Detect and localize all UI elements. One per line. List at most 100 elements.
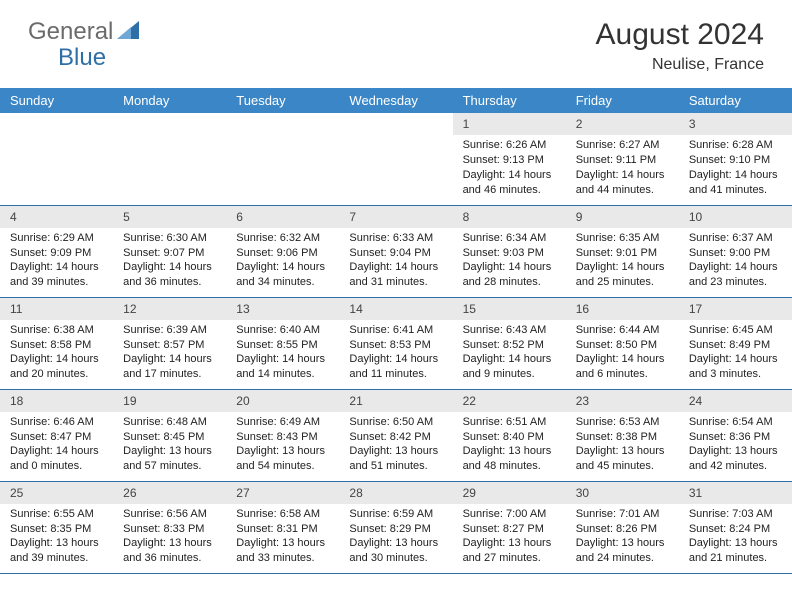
day-details: Sunrise: 6:58 AMSunset: 8:31 PMDaylight:…: [226, 504, 339, 570]
sunset-text: Sunset: 8:52 PM: [463, 338, 556, 353]
calendar-header-row: Sunday Monday Tuesday Wednesday Thursday…: [0, 88, 792, 113]
sunrise-text: Sunrise: 6:53 AM: [576, 415, 669, 430]
calendar-day-cell: 15Sunrise: 6:43 AMSunset: 8:52 PMDayligh…: [453, 297, 566, 389]
day-number: 18: [0, 390, 113, 412]
day-details: Sunrise: 6:38 AMSunset: 8:58 PMDaylight:…: [0, 320, 113, 386]
sunset-text: Sunset: 8:50 PM: [576, 338, 669, 353]
weekday-header: Saturday: [679, 88, 792, 113]
sunrise-text: Sunrise: 7:03 AM: [689, 507, 782, 522]
calendar-day-cell: 27Sunrise: 6:58 AMSunset: 8:31 PMDayligh…: [226, 481, 339, 573]
day-number: 5: [113, 206, 226, 228]
daylight-text: Daylight: 13 hours and 36 minutes.: [123, 536, 216, 566]
day-details: Sunrise: 6:32 AMSunset: 9:06 PMDaylight:…: [226, 228, 339, 294]
sunset-text: Sunset: 8:57 PM: [123, 338, 216, 353]
sunset-text: Sunset: 8:45 PM: [123, 430, 216, 445]
sunrise-text: Sunrise: 6:59 AM: [349, 507, 442, 522]
calendar-day-cell: 13Sunrise: 6:40 AMSunset: 8:55 PMDayligh…: [226, 297, 339, 389]
calendar-day-cell: 14Sunrise: 6:41 AMSunset: 8:53 PMDayligh…: [339, 297, 452, 389]
day-details: Sunrise: 6:49 AMSunset: 8:43 PMDaylight:…: [226, 412, 339, 478]
day-number: 13: [226, 298, 339, 320]
day-number: 24: [679, 390, 792, 412]
day-details: Sunrise: 6:44 AMSunset: 8:50 PMDaylight:…: [566, 320, 679, 386]
calendar-day-cell: 4Sunrise: 6:29 AMSunset: 9:09 PMDaylight…: [0, 205, 113, 297]
sunset-text: Sunset: 8:43 PM: [236, 430, 329, 445]
sunrise-text: Sunrise: 6:48 AM: [123, 415, 216, 430]
calendar-day-cell: 16Sunrise: 6:44 AMSunset: 8:50 PMDayligh…: [566, 297, 679, 389]
sunrise-text: Sunrise: 6:45 AM: [689, 323, 782, 338]
day-number: 23: [566, 390, 679, 412]
sunrise-text: Sunrise: 6:49 AM: [236, 415, 329, 430]
day-number: 22: [453, 390, 566, 412]
day-number: 17: [679, 298, 792, 320]
day-details: Sunrise: 6:43 AMSunset: 8:52 PMDaylight:…: [453, 320, 566, 386]
daylight-text: Daylight: 13 hours and 27 minutes.: [463, 536, 556, 566]
day-details: Sunrise: 6:35 AMSunset: 9:01 PMDaylight:…: [566, 228, 679, 294]
calendar-day-cell: 9Sunrise: 6:35 AMSunset: 9:01 PMDaylight…: [566, 205, 679, 297]
sunset-text: Sunset: 8:36 PM: [689, 430, 782, 445]
calendar-day-cell: 24Sunrise: 6:54 AMSunset: 8:36 PMDayligh…: [679, 389, 792, 481]
daylight-text: Daylight: 14 hours and 41 minutes.: [689, 168, 782, 198]
sunset-text: Sunset: 9:06 PM: [236, 246, 329, 261]
daylight-text: Daylight: 14 hours and 34 minutes.: [236, 260, 329, 290]
sunrise-text: Sunrise: 6:39 AM: [123, 323, 216, 338]
sunrise-text: Sunrise: 6:54 AM: [689, 415, 782, 430]
weekday-header: Friday: [566, 88, 679, 113]
weekday-header: Wednesday: [339, 88, 452, 113]
sunrise-text: Sunrise: 6:40 AM: [236, 323, 329, 338]
weekday-header: Monday: [113, 88, 226, 113]
calendar-day-cell: 30Sunrise: 7:01 AMSunset: 8:26 PMDayligh…: [566, 481, 679, 573]
location: Neulise, France: [596, 56, 764, 74]
calendar-day-cell: 26Sunrise: 6:56 AMSunset: 8:33 PMDayligh…: [113, 481, 226, 573]
day-number: 2: [566, 113, 679, 135]
calendar-day-cell: 17Sunrise: 6:45 AMSunset: 8:49 PMDayligh…: [679, 297, 792, 389]
daylight-text: Daylight: 14 hours and 39 minutes.: [10, 260, 103, 290]
calendar-day-cell: [226, 113, 339, 205]
sunset-text: Sunset: 8:53 PM: [349, 338, 442, 353]
day-number: 16: [566, 298, 679, 320]
sunrise-text: Sunrise: 6:28 AM: [689, 138, 782, 153]
day-details: Sunrise: 6:41 AMSunset: 8:53 PMDaylight:…: [339, 320, 452, 386]
sunrise-text: Sunrise: 6:30 AM: [123, 231, 216, 246]
daylight-text: Daylight: 14 hours and 28 minutes.: [463, 260, 556, 290]
day-details: Sunrise: 7:03 AMSunset: 8:24 PMDaylight:…: [679, 504, 792, 570]
sunset-text: Sunset: 9:09 PM: [10, 246, 103, 261]
sunset-text: Sunset: 8:26 PM: [576, 522, 669, 537]
sunrise-text: Sunrise: 6:27 AM: [576, 138, 669, 153]
day-details: Sunrise: 6:37 AMSunset: 9:00 PMDaylight:…: [679, 228, 792, 294]
day-number: 15: [453, 298, 566, 320]
sunrise-text: Sunrise: 6:29 AM: [10, 231, 103, 246]
sunrise-text: Sunrise: 7:01 AM: [576, 507, 669, 522]
day-number: 11: [0, 298, 113, 320]
day-details: Sunrise: 6:50 AMSunset: 8:42 PMDaylight:…: [339, 412, 452, 478]
day-number: 9: [566, 206, 679, 228]
calendar-day-cell: 2Sunrise: 6:27 AMSunset: 9:11 PMDaylight…: [566, 113, 679, 205]
sunset-text: Sunset: 9:13 PM: [463, 153, 556, 168]
header: General August 2024 Neulise, France: [0, 0, 792, 82]
sunset-text: Sunset: 8:38 PM: [576, 430, 669, 445]
calendar-day-cell: 3Sunrise: 6:28 AMSunset: 9:10 PMDaylight…: [679, 113, 792, 205]
sunset-text: Sunset: 9:01 PM: [576, 246, 669, 261]
day-details: Sunrise: 6:39 AMSunset: 8:57 PMDaylight:…: [113, 320, 226, 386]
calendar-day-cell: [113, 113, 226, 205]
day-number: 1: [453, 113, 566, 135]
sunset-text: Sunset: 8:49 PM: [689, 338, 782, 353]
day-details: Sunrise: 6:27 AMSunset: 9:11 PMDaylight:…: [566, 135, 679, 201]
daylight-text: Daylight: 14 hours and 44 minutes.: [576, 168, 669, 198]
daylight-text: Daylight: 13 hours and 30 minutes.: [349, 536, 442, 566]
sunrise-text: Sunrise: 6:26 AM: [463, 138, 556, 153]
day-details: Sunrise: 6:26 AMSunset: 9:13 PMDaylight:…: [453, 135, 566, 201]
daylight-text: Daylight: 13 hours and 21 minutes.: [689, 536, 782, 566]
day-number: 28: [339, 482, 452, 504]
logo: General: [28, 18, 143, 46]
daylight-text: Daylight: 14 hours and 23 minutes.: [689, 260, 782, 290]
day-number: 14: [339, 298, 452, 320]
calendar-body: 1Sunrise: 6:26 AMSunset: 9:13 PMDaylight…: [0, 113, 792, 573]
calendar-week-row: 1Sunrise: 6:26 AMSunset: 9:13 PMDaylight…: [0, 113, 792, 205]
sunset-text: Sunset: 8:24 PM: [689, 522, 782, 537]
day-details: Sunrise: 6:55 AMSunset: 8:35 PMDaylight:…: [0, 504, 113, 570]
day-details: Sunrise: 6:46 AMSunset: 8:47 PMDaylight:…: [0, 412, 113, 478]
day-details: Sunrise: 6:54 AMSunset: 8:36 PMDaylight:…: [679, 412, 792, 478]
calendar-day-cell: 11Sunrise: 6:38 AMSunset: 8:58 PMDayligh…: [0, 297, 113, 389]
sunrise-text: Sunrise: 6:41 AM: [349, 323, 442, 338]
day-number: 31: [679, 482, 792, 504]
